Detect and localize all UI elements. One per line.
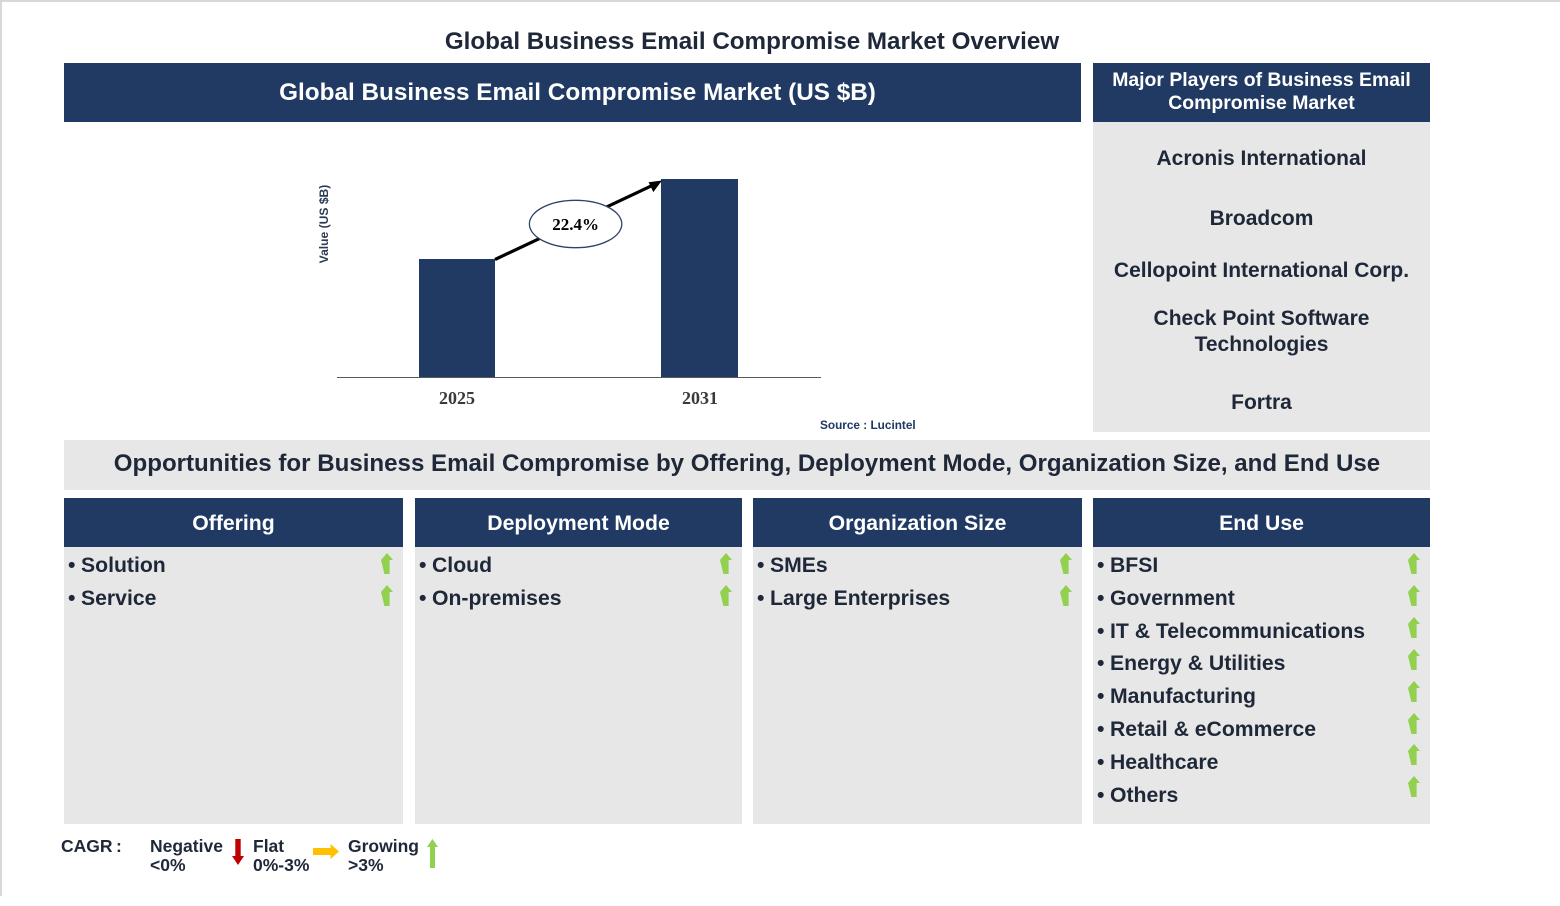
svg-text:22.4%: 22.4% bbox=[552, 215, 599, 234]
